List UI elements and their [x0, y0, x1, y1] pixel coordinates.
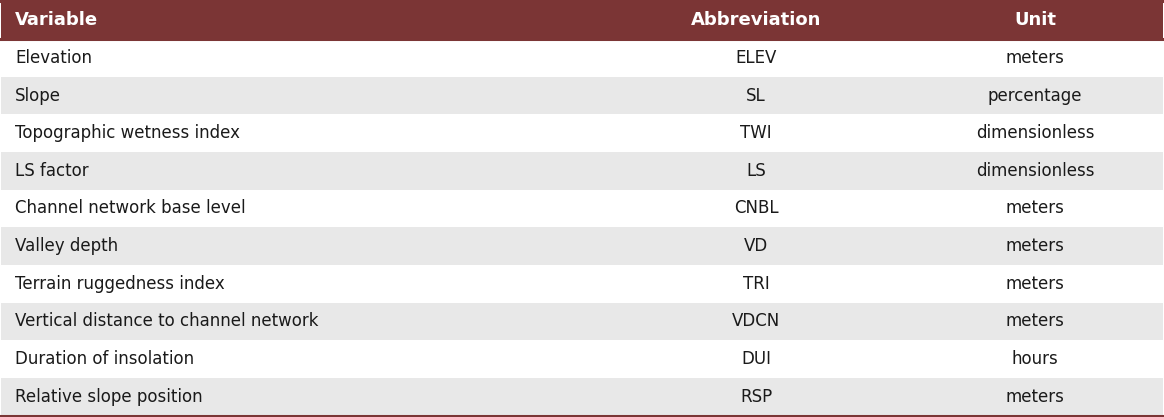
Text: Slope: Slope — [15, 87, 62, 105]
Text: LS factor: LS factor — [15, 162, 88, 180]
FancyBboxPatch shape — [907, 39, 1163, 77]
FancyBboxPatch shape — [907, 227, 1163, 265]
FancyBboxPatch shape — [605, 340, 907, 378]
Text: Topographic wetness index: Topographic wetness index — [15, 124, 240, 142]
Text: meters: meters — [1006, 237, 1064, 255]
FancyBboxPatch shape — [605, 227, 907, 265]
FancyBboxPatch shape — [907, 1, 1163, 39]
Text: VD: VD — [744, 237, 768, 255]
Text: meters: meters — [1006, 312, 1064, 330]
FancyBboxPatch shape — [605, 378, 907, 416]
Text: ELEV: ELEV — [736, 49, 776, 67]
FancyBboxPatch shape — [605, 77, 907, 114]
Text: DUI: DUI — [741, 350, 772, 368]
FancyBboxPatch shape — [1, 114, 605, 152]
Text: Channel network base level: Channel network base level — [15, 199, 246, 218]
FancyBboxPatch shape — [1, 378, 605, 416]
FancyBboxPatch shape — [907, 190, 1163, 227]
FancyBboxPatch shape — [605, 265, 907, 303]
Text: hours: hours — [1012, 350, 1058, 368]
Text: Vertical distance to channel network: Vertical distance to channel network — [15, 312, 319, 330]
Text: Terrain ruggedness index: Terrain ruggedness index — [15, 275, 225, 293]
Text: LS: LS — [746, 162, 766, 180]
FancyBboxPatch shape — [605, 39, 907, 77]
Text: Valley depth: Valley depth — [15, 237, 119, 255]
FancyBboxPatch shape — [1, 227, 605, 265]
FancyBboxPatch shape — [1, 265, 605, 303]
Text: Duration of insolation: Duration of insolation — [15, 350, 194, 368]
FancyBboxPatch shape — [907, 114, 1163, 152]
Text: Relative slope position: Relative slope position — [15, 388, 203, 406]
FancyBboxPatch shape — [1, 190, 605, 227]
FancyBboxPatch shape — [907, 77, 1163, 114]
Text: meters: meters — [1006, 388, 1064, 406]
Text: TRI: TRI — [743, 275, 769, 293]
Text: meters: meters — [1006, 49, 1064, 67]
FancyBboxPatch shape — [907, 303, 1163, 340]
FancyBboxPatch shape — [605, 303, 907, 340]
Text: TWI: TWI — [740, 124, 772, 142]
Text: SL: SL — [746, 87, 766, 105]
FancyBboxPatch shape — [907, 378, 1163, 416]
Text: Abbreviation: Abbreviation — [691, 11, 822, 29]
FancyBboxPatch shape — [605, 1, 907, 39]
FancyBboxPatch shape — [1, 340, 605, 378]
Text: RSP: RSP — [740, 388, 772, 406]
FancyBboxPatch shape — [1, 152, 605, 190]
FancyBboxPatch shape — [1, 1, 605, 39]
FancyBboxPatch shape — [1, 39, 605, 77]
FancyBboxPatch shape — [907, 152, 1163, 190]
Text: Variable: Variable — [15, 11, 99, 29]
FancyBboxPatch shape — [1, 77, 605, 114]
Text: dimensionless: dimensionless — [975, 124, 1094, 142]
FancyBboxPatch shape — [907, 340, 1163, 378]
FancyBboxPatch shape — [1, 303, 605, 340]
FancyBboxPatch shape — [907, 265, 1163, 303]
Text: VDCN: VDCN — [732, 312, 780, 330]
FancyBboxPatch shape — [605, 114, 907, 152]
Text: meters: meters — [1006, 199, 1064, 218]
Text: meters: meters — [1006, 275, 1064, 293]
FancyBboxPatch shape — [605, 152, 907, 190]
Text: Unit: Unit — [1014, 11, 1056, 29]
Text: dimensionless: dimensionless — [975, 162, 1094, 180]
Text: CNBL: CNBL — [733, 199, 779, 218]
Text: Elevation: Elevation — [15, 49, 92, 67]
FancyBboxPatch shape — [605, 190, 907, 227]
Text: percentage: percentage — [987, 87, 1083, 105]
